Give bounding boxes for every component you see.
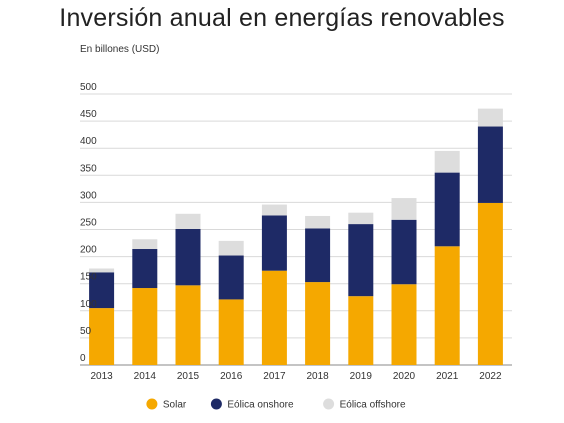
bar-eolica-onshore-2019	[348, 224, 374, 297]
bar-eolica-onshore-2021	[434, 172, 460, 247]
bar-eolica-offshore-2021	[434, 150, 460, 173]
legend-label: Solar	[163, 400, 187, 411]
y-tick-label: 350	[80, 163, 97, 174]
legend-marker	[323, 398, 335, 410]
bar-eolica-offshore-2015	[175, 213, 201, 229]
y-tick-label: 400	[80, 136, 97, 147]
x-tick-label: 2022	[479, 371, 502, 382]
bar-eolica-onshore-2013	[89, 272, 115, 309]
bar-eolica-onshore-2016	[218, 255, 244, 300]
legend-marker	[210, 398, 222, 410]
y-tick-label: 50	[80, 326, 92, 337]
y-tick-label: 100	[80, 299, 97, 310]
bar-eolica-onshore-2017	[261, 215, 287, 271]
chart-title: Inversión anual en energías renovables	[59, 4, 505, 32]
bar-eolica-offshore-2013	[89, 268, 115, 273]
legend-label: Eólica onshore	[227, 400, 294, 411]
x-tick-label: 2014	[134, 371, 157, 382]
x-tick-label: 2019	[350, 371, 373, 382]
bar-eolica-onshore-2014	[132, 249, 158, 289]
y-tick-labels: 0 50 100 150 200 250 300 350 400 450 500	[80, 82, 97, 364]
y-tick-label: 300	[80, 190, 97, 201]
bar-solar-2016	[218, 299, 244, 365]
legend-marker	[146, 398, 158, 410]
x-tick-label: 2013	[90, 371, 113, 382]
bar-solar-2022	[477, 202, 503, 365]
bar-eolica-offshore-2014	[132, 239, 158, 250]
bar-eolica-onshore-2022	[477, 126, 503, 203]
bar-eolica-offshore-2019	[348, 212, 374, 225]
y-tick-label: 200	[80, 245, 97, 256]
bar-solar-2021	[434, 246, 460, 365]
bar-solar-2020	[391, 284, 417, 365]
bar-solar-2014	[132, 288, 158, 365]
bar-eolica-offshore-2022	[477, 108, 503, 127]
bars	[89, 108, 503, 365]
y-tick-label: 0	[80, 353, 86, 364]
x-tick-label: 2017	[263, 371, 286, 382]
bar-eolica-onshore-2015	[175, 228, 201, 286]
x-tick-labels: 2013 2014 2015 2016 2017 2018 2019 2020 2021 2022	[90, 371, 501, 382]
x-tick-label: 2016	[220, 371, 243, 382]
bar-eolica-onshore-2020	[391, 219, 417, 285]
y-tick-label: 250	[80, 218, 97, 229]
x-tick-label: 2021	[436, 371, 459, 382]
y-axis-label: En billones (USD)	[80, 44, 160, 55]
x-tick-label: 2015	[177, 371, 200, 382]
bar-eolica-offshore-2020	[391, 198, 417, 220]
x-tick-label: 2020	[393, 371, 416, 382]
bar-solar-2015	[175, 285, 201, 365]
bar-eolica-offshore-2016	[218, 240, 244, 256]
bar-eolica-onshore-2018	[305, 228, 331, 283]
y-tick-label: 450	[80, 109, 97, 120]
x-tick-label: 2018	[306, 371, 329, 382]
bar-solar-2018	[305, 282, 331, 365]
bar-solar-2017	[261, 270, 287, 365]
legend-label: Eólica offshore	[340, 400, 406, 411]
bar-solar-2019	[348, 296, 374, 365]
bar-eolica-offshore-2018	[305, 215, 331, 229]
y-tick-label: 500	[80, 82, 97, 93]
bar-solar-2013	[89, 308, 115, 365]
legend: Solar Eólica onshore Eólica offshore	[146, 398, 406, 411]
y-tick-label: 150	[80, 272, 97, 283]
bar-eolica-offshore-2017	[261, 204, 287, 216]
